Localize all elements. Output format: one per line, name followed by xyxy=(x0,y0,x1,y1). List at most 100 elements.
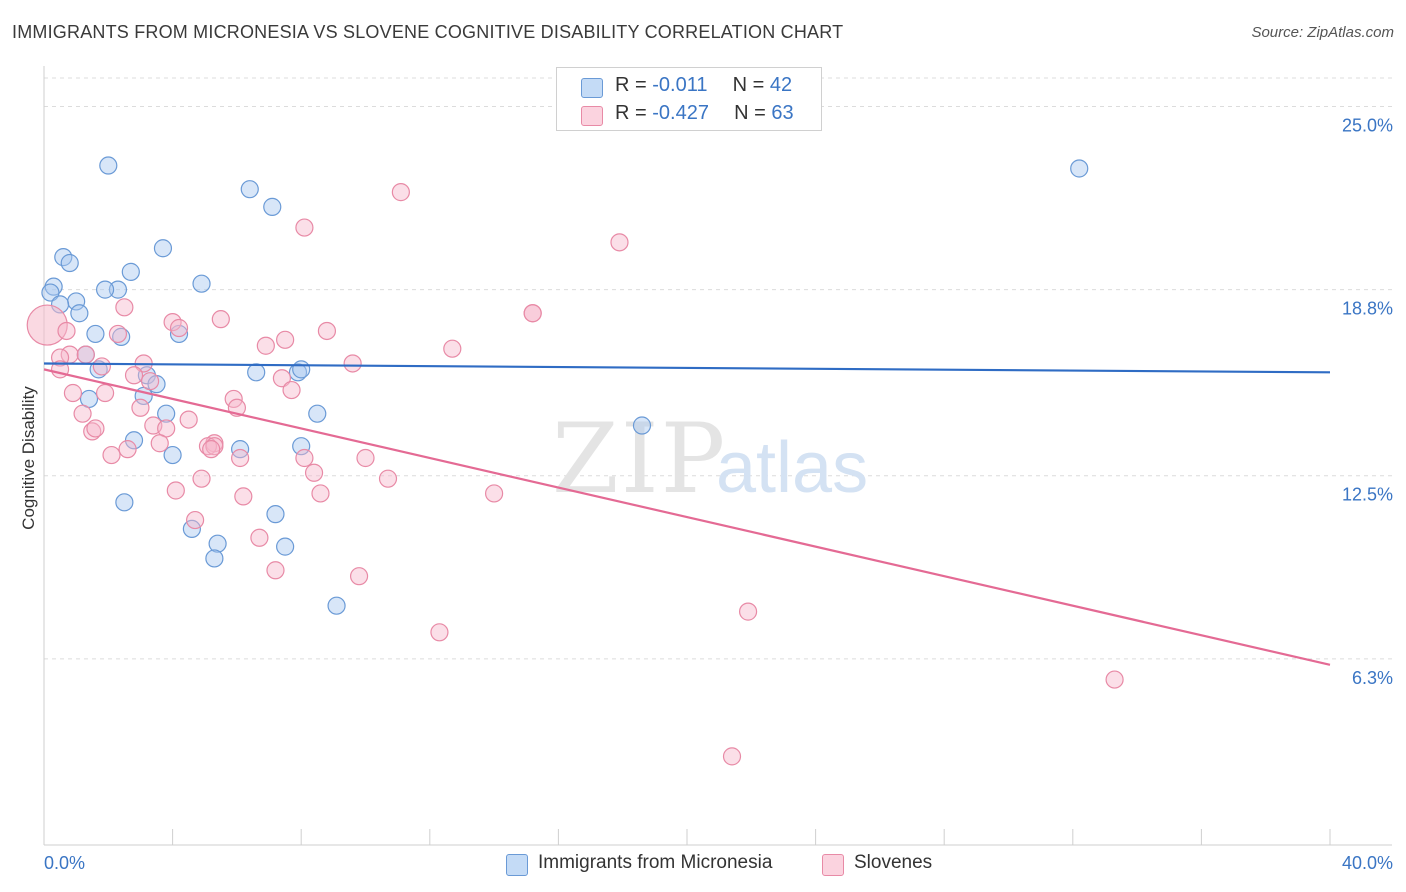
trend-lines xyxy=(43,362,1331,666)
slovene-trend-line xyxy=(43,368,1331,666)
slovene-point xyxy=(231,448,250,468)
micronesia-point xyxy=(108,280,128,299)
x-tick-label: 0.0% xyxy=(44,853,85,873)
slovene-point xyxy=(295,448,314,468)
slovene-point xyxy=(192,469,211,488)
micronesia-point xyxy=(1070,159,1089,178)
slovene-point xyxy=(211,310,230,329)
y-tick-label: 12.5% xyxy=(1342,485,1393,505)
micronesia-point xyxy=(169,324,189,344)
stats-legend: R = -0.011 N = 42 R = -0.427 N = 63 xyxy=(556,67,822,131)
slovene-point xyxy=(92,357,111,376)
slovene-point xyxy=(57,321,76,341)
micronesia-point xyxy=(95,280,115,299)
axes xyxy=(43,66,1392,846)
slovene-point xyxy=(343,354,362,373)
slovene-point xyxy=(250,528,269,547)
slovene-point xyxy=(83,422,102,441)
slovene-point xyxy=(115,298,134,317)
data-points xyxy=(26,156,1124,766)
slovene-point xyxy=(391,183,410,202)
watermark-zip: ZIP xyxy=(552,403,727,515)
pink-swatch-icon xyxy=(822,854,844,876)
r-label: R = xyxy=(615,102,653,124)
slovene-point xyxy=(304,463,324,482)
slovene-point xyxy=(124,366,144,385)
micronesia-point xyxy=(89,360,108,379)
micronesia-point xyxy=(327,596,346,615)
slovene-point xyxy=(73,404,92,423)
slovene-point xyxy=(76,345,95,364)
micronesia-point xyxy=(263,197,282,216)
micronesia-point xyxy=(632,416,652,435)
micronesia-point xyxy=(240,180,259,199)
r-value: -0.427 xyxy=(652,102,709,124)
slovene-point xyxy=(738,602,758,621)
micronesia-trend-line xyxy=(43,362,1331,374)
slovene-point xyxy=(63,383,83,403)
slovene-point xyxy=(722,747,742,766)
y-axis-label: Cognitive Disability xyxy=(19,386,38,530)
x-tick-label: 40.0% xyxy=(1342,853,1393,873)
chart-source: Source: ZipAtlas.com xyxy=(1251,24,1394,41)
slovene-point xyxy=(610,233,629,252)
axis-labels: 6.3% 12.5% 18.8% 25.0% 0.0% 40.0% Cognitive Di… xyxy=(19,115,1393,873)
watermark-atlas: atlas xyxy=(716,428,868,508)
slovene-point xyxy=(356,448,375,468)
micronesia-point xyxy=(276,537,295,556)
micronesia-point xyxy=(70,304,89,323)
slovene-point xyxy=(150,434,169,453)
slovene-point xyxy=(256,336,275,355)
slovene-point xyxy=(102,445,121,465)
micronesia-point xyxy=(288,363,308,382)
slovene-point xyxy=(95,383,115,403)
y-tick-label: 6.3% xyxy=(1352,668,1393,688)
micronesia-point xyxy=(208,534,227,553)
slovene-point xyxy=(26,304,68,346)
slovene-point xyxy=(186,510,205,530)
n-label: N = xyxy=(732,74,770,96)
micronesia-point xyxy=(60,253,79,273)
micronesia-point xyxy=(247,363,266,382)
slovene-point xyxy=(378,469,398,488)
slovene-point xyxy=(169,318,189,338)
micronesia-point xyxy=(192,274,211,293)
slovene-point xyxy=(118,440,137,459)
slovene-point xyxy=(202,440,221,459)
r-label: R = xyxy=(615,74,653,96)
slovene-point xyxy=(234,487,253,506)
y-tick-label: 18.8% xyxy=(1342,299,1393,319)
n-value: 42 xyxy=(769,74,793,96)
pink-swatch-icon xyxy=(581,106,603,126)
slovene-point xyxy=(430,623,449,642)
micronesia-point xyxy=(266,505,285,524)
slovene-point xyxy=(295,218,314,237)
micronesia-point xyxy=(121,262,140,281)
blue-swatch-icon xyxy=(581,78,603,98)
n-label: N = xyxy=(734,102,772,124)
slovene-point xyxy=(349,567,369,586)
micronesia-point xyxy=(153,239,173,258)
slovene-point xyxy=(86,419,105,438)
n-value: 63 xyxy=(771,102,794,124)
micronesia-point xyxy=(112,327,131,346)
slovene-point xyxy=(311,484,330,503)
chart-title: IMMIGRANTS FROM MICRONESIA VS SLOVENE CO… xyxy=(12,22,844,42)
slovene-point xyxy=(282,380,301,400)
slovene-point xyxy=(179,410,198,429)
micronesia-point xyxy=(41,283,60,302)
slovene-point xyxy=(443,339,462,358)
slovene-point xyxy=(131,398,150,417)
micronesia-point xyxy=(157,404,176,423)
r-value: -0.011 xyxy=(652,74,708,96)
slovene-point xyxy=(1105,670,1124,689)
slovene-point xyxy=(317,321,337,341)
legend-label: Immigrants from Micronesia xyxy=(538,852,773,873)
stats-legend-row-micronesia: R = -0.011 N = 42 xyxy=(557,72,821,100)
slovene-point xyxy=(272,369,292,388)
slovene-point xyxy=(485,484,504,503)
micronesia-point xyxy=(292,360,311,379)
micronesia-point xyxy=(163,445,182,465)
